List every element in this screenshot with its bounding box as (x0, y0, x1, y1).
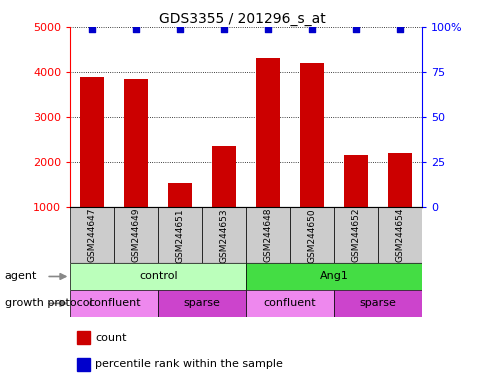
Bar (70, 290, 158, 317)
Bar (80, 76, 104, 207)
Point (88, 26, 96, 32)
Point (176, 26, 184, 32)
Text: count: count (95, 333, 126, 343)
Bar (300, 63, 323, 207)
Text: sparse: sparse (359, 298, 395, 308)
Point (220, 26, 227, 32)
Text: agent: agent (5, 271, 37, 281)
Text: control: control (138, 271, 177, 281)
Bar (70, 207, 114, 263)
Text: GSM244653: GSM244653 (219, 208, 228, 263)
Text: growth protocol: growth protocol (5, 298, 92, 308)
Bar (114, 207, 158, 263)
Bar (70, 263, 245, 290)
Text: GSM244649: GSM244649 (132, 208, 140, 262)
Bar (77, 358, 90, 371)
Bar (333, 207, 377, 263)
Text: GSM244647: GSM244647 (88, 208, 97, 262)
Text: GSM244648: GSM244648 (263, 208, 272, 262)
Text: GDS3355 / 201296_s_at: GDS3355 / 201296_s_at (159, 12, 325, 25)
Bar (77, 331, 90, 344)
Text: confluent: confluent (88, 298, 140, 308)
Point (264, 26, 272, 32)
Text: GSM244652: GSM244652 (351, 208, 360, 262)
Text: confluent: confluent (263, 298, 316, 308)
Text: Ang1: Ang1 (319, 271, 348, 281)
Text: GSM244650: GSM244650 (307, 208, 316, 263)
Point (307, 26, 315, 32)
Point (395, 26, 403, 32)
Bar (377, 207, 421, 263)
Bar (245, 290, 333, 317)
Point (132, 26, 140, 32)
Text: percentile rank within the sample: percentile rank within the sample (95, 359, 282, 369)
Bar (387, 153, 411, 207)
Bar (289, 207, 333, 263)
Text: GSM244651: GSM244651 (175, 208, 184, 263)
Bar (124, 79, 148, 207)
Bar (343, 156, 367, 207)
Bar (245, 263, 421, 290)
Bar (333, 290, 421, 317)
Bar (202, 207, 245, 263)
Text: GSM244654: GSM244654 (394, 208, 404, 262)
Bar (245, 207, 289, 263)
Text: sparse: sparse (183, 298, 220, 308)
Bar (212, 146, 236, 207)
Point (351, 26, 359, 32)
Bar (256, 58, 280, 207)
Bar (158, 290, 245, 317)
Bar (168, 184, 192, 207)
Bar (158, 207, 202, 263)
